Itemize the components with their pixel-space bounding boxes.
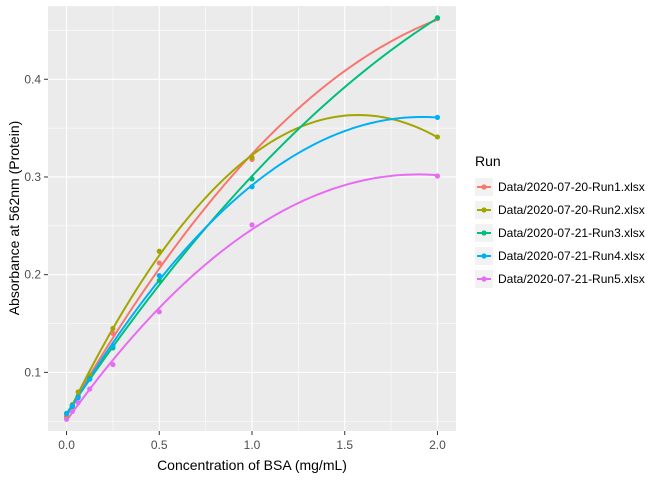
data-point-run4 (156, 273, 162, 279)
data-point-run5 (87, 386, 93, 392)
y-tick-label: 0.2 (24, 268, 41, 282)
data-point-run3 (434, 15, 441, 21)
legend-key-point (481, 276, 487, 282)
y-tick-label: 0.1 (24, 365, 41, 379)
data-point-run4 (249, 184, 255, 190)
data-point-run2 (75, 389, 81, 395)
legend-title: Run (475, 153, 501, 169)
data-point-run4 (434, 114, 441, 120)
data-point-run5 (434, 173, 441, 179)
legend-label: Data/2020-07-21-Run4.xlsx (498, 249, 645, 263)
x-axis-ticks: 0.0 0.5 1.0 1.5 2.0 (58, 431, 446, 452)
data-point-run3 (156, 277, 162, 284)
legend-label: Data/2020-07-21-Run3.xlsx (498, 226, 645, 240)
series-line-3 (65, 17, 438, 415)
data-point-run5 (63, 416, 70, 422)
x-tick-label: 2.0 (429, 438, 446, 452)
series-line-5 (65, 173, 438, 422)
legend-label: Data/2020-07-20-Run1.xlsx (498, 180, 645, 194)
data-point-run4 (63, 410, 70, 417)
x-tick-label: 0.0 (58, 438, 75, 452)
data-point-run3 (249, 176, 255, 182)
data-point-run5 (249, 222, 255, 228)
legend-key-point (481, 184, 487, 190)
y-tick-label: 0.4 (24, 72, 41, 86)
y-axis-title: Absorbance at 562nm (Protein) (6, 121, 22, 316)
legend-key-point (481, 253, 487, 259)
data-point-run5 (110, 361, 116, 368)
x-tick-label: 0.5 (151, 438, 168, 452)
legend-label: Data/2020-07-21-Run5.xlsx (498, 272, 645, 286)
data-point-run2 (156, 248, 162, 254)
x-tick-label: 1.0 (244, 438, 261, 452)
data-point-run1 (110, 330, 116, 336)
series-points (63, 15, 441, 422)
x-axis-title: Concentration of BSA (mg/mL) (157, 457, 347, 473)
y-axis-ticks: 0.1 0.2 0.3 0.4 (24, 72, 48, 379)
data-point-run1 (156, 260, 162, 266)
y-tick-label: 0.3 (24, 170, 41, 184)
major-gridlines (48, 6, 456, 431)
legend-label: Data/2020-07-20-Run2.xlsx (498, 203, 645, 217)
data-point-run4 (75, 395, 81, 401)
legend-key-point (481, 230, 487, 236)
legend: Run Data/2020-07-20-Run1.xlsx Data/2020-0… (475, 153, 645, 288)
data-point-run2 (249, 154, 255, 161)
data-point-run4 (69, 402, 75, 409)
data-point-run4 (110, 343, 116, 349)
data-point-run2 (434, 134, 441, 140)
data-point-run5 (156, 309, 162, 315)
data-point-run2 (110, 325, 116, 332)
data-point-run5 (69, 408, 75, 415)
x-tick-label: 1.5 (336, 438, 353, 452)
data-point-run5 (75, 400, 81, 406)
data-point-run4 (87, 376, 93, 382)
legend-key-point (481, 207, 487, 213)
